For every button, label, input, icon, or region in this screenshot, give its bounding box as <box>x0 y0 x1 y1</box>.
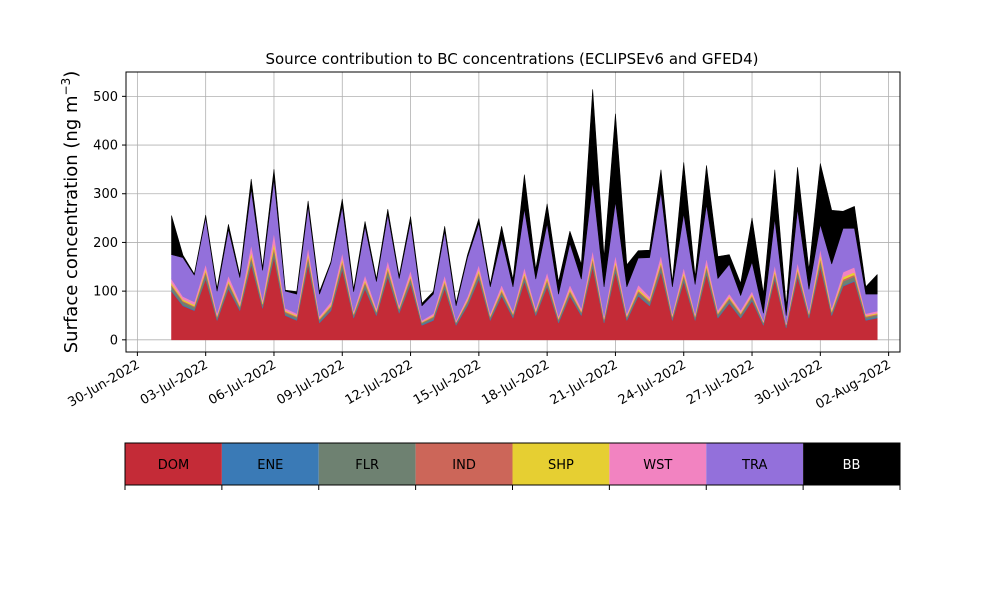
legend-swatch-dom <box>125 443 222 485</box>
x-tick-label: 03-Jul-2022 <box>138 357 211 408</box>
x-tick-label: 21-Jul-2022 <box>548 357 621 408</box>
legend-label-bb: BB <box>843 458 861 473</box>
legend-swatch-flr <box>318 443 416 485</box>
x-tick-label: 06-Jul-2022 <box>206 357 279 408</box>
plot-area: 0 100 200 300 400 500 30-Jun-202203-Jul-202206… <box>66 71 901 413</box>
y-axis-label-group: Surface concentration (ng m−3) <box>59 71 82 354</box>
x-tick-label: 30-Jun-2022 <box>66 357 143 410</box>
legend-label-dom: DOM <box>158 458 189 473</box>
y-tick-label: 0 <box>110 333 118 348</box>
y-tick-label: 100 <box>93 285 118 300</box>
plot-frame <box>125 71 901 353</box>
x-tick-label: 09-Jul-2022 <box>274 357 347 408</box>
y-axis-label-exponent: −3 <box>59 78 73 96</box>
legend-swatch-tra <box>706 443 804 485</box>
legend-swatch-wst <box>609 443 707 485</box>
x-tick-label: 27-Jul-2022 <box>684 357 757 408</box>
x-tick-label: 15-Jul-2022 <box>411 357 484 408</box>
y-tick-label: 200 <box>93 236 118 251</box>
y-axis-label-main: Surface concentration (ng m <box>61 95 82 353</box>
legend-label-flr: FLR <box>355 458 379 473</box>
x-tick-label: 24-Jul-2022 <box>616 357 689 408</box>
legend-swatch-ene <box>221 443 319 485</box>
legend-label-ind: IND <box>452 458 476 473</box>
legend-swatch-shp <box>512 443 610 485</box>
legend-swatch-bb <box>803 443 900 485</box>
y-axis-label-close: ) <box>61 71 82 78</box>
legend-label-tra: TRA <box>741 458 767 473</box>
legend-label-wst: WST <box>643 458 672 473</box>
x-tick-label: 18-Jul-2022 <box>479 357 552 408</box>
legend-color-bar: DOM ENE FLR IND SHP WST TRA BB <box>124 442 901 490</box>
x-tick-label: 12-Jul-2022 <box>343 357 416 408</box>
legend-label-ene: ENE <box>257 458 283 473</box>
legend-swatch-ind <box>415 443 513 485</box>
legend-label-shp: SHP <box>548 458 574 473</box>
series-area-bb <box>171 89 878 316</box>
x-tick-label: 02-Aug-2022 <box>813 357 893 412</box>
y-tick-label: 500 <box>93 90 118 105</box>
y-axis-label: Surface concentration (ng m−3) <box>59 71 82 354</box>
y-tick-label: 400 <box>93 139 118 154</box>
chart-title: Source contribution to BC concentrations… <box>265 50 758 68</box>
y-tick-label: 300 <box>93 187 118 202</box>
